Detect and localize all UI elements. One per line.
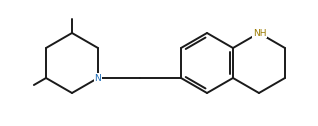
Text: N: N [95,73,101,83]
Text: NH: NH [253,28,267,38]
